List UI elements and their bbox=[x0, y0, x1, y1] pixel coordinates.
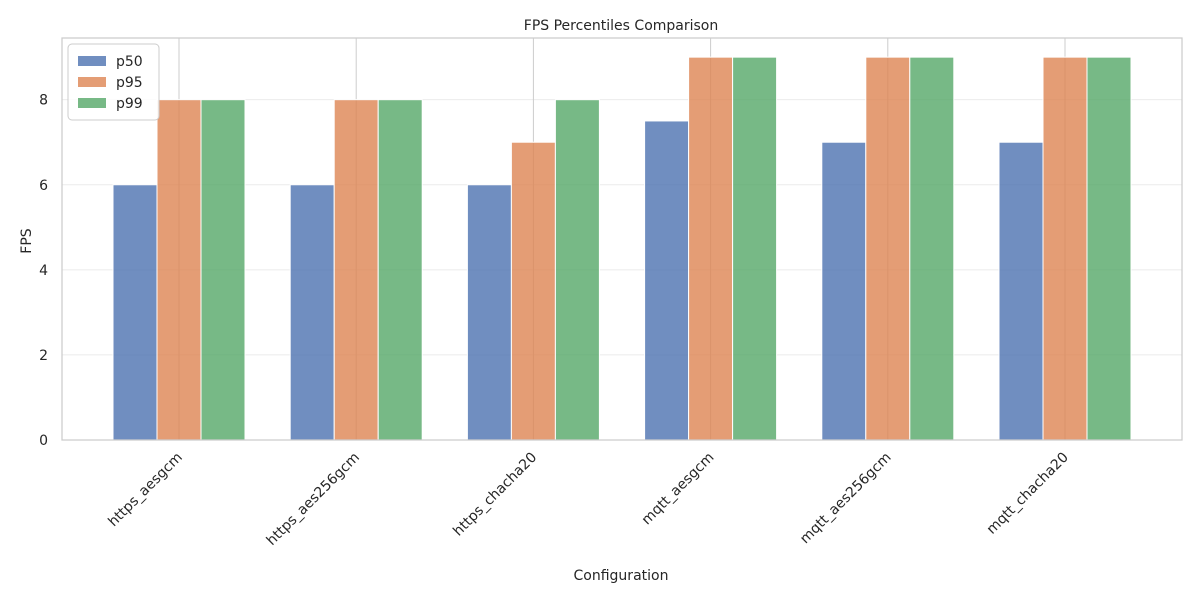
bar-p99-mqtt_aes256gcm bbox=[909, 56, 955, 441]
x-tick-label: https_chacha20 bbox=[450, 450, 540, 540]
y-tick-label: 0 bbox=[39, 433, 48, 449]
bar-p50-mqtt_aesgcm bbox=[644, 120, 690, 441]
chart-title: FPS Percentiles Comparison bbox=[524, 18, 718, 34]
bar-p99-mqtt_chacha20 bbox=[1086, 56, 1132, 441]
bar-p95-mqtt_chacha20 bbox=[1042, 56, 1088, 441]
legend-label-p50: p50 bbox=[116, 54, 143, 70]
x-ticks: https_aesgcm https_aes256gcm https_chacha2… bbox=[105, 450, 1071, 549]
bar-p50-mqtt_chacha20 bbox=[998, 141, 1044, 441]
bar-p99-https_chacha20 bbox=[554, 99, 600, 441]
y-ticks: 0 2 4 6 8 bbox=[39, 93, 48, 449]
legend-swatch-p95 bbox=[78, 77, 106, 87]
bar-p95-https_chacha20 bbox=[510, 141, 556, 441]
x-tick-label: mqtt_aes256gcm bbox=[797, 450, 895, 548]
bar-p99-mqtt_aesgcm bbox=[732, 56, 778, 441]
x-tick-label: mqtt_chacha20 bbox=[984, 450, 1072, 538]
bar-p95-https_aesgcm bbox=[156, 99, 202, 441]
legend-label-p95: p95 bbox=[116, 75, 143, 91]
y-tick-label: 2 bbox=[39, 348, 48, 364]
y-tick-label: 4 bbox=[39, 263, 48, 279]
x-tick-label: mqtt_aesgcm bbox=[639, 450, 718, 529]
legend-swatch-p50 bbox=[78, 56, 106, 66]
bar-p50-https_chacha20 bbox=[466, 184, 512, 441]
x-tick-label: https_aes256gcm bbox=[264, 450, 363, 549]
legend-swatch-p99 bbox=[78, 98, 106, 108]
bar-p99-https_aes256gcm bbox=[377, 99, 423, 441]
x-tick-label: https_aesgcm bbox=[105, 450, 185, 530]
y-axis-label: FPS bbox=[19, 228, 35, 253]
bar-p95-mqtt_aesgcm bbox=[688, 56, 734, 441]
legend-label-p99: p99 bbox=[116, 96, 143, 112]
legend: p50 p95 p99 bbox=[67, 43, 160, 121]
bar-p99-https_aesgcm bbox=[200, 99, 246, 441]
bar-p50-https_aes256gcm bbox=[289, 184, 335, 441]
bars bbox=[112, 56, 1132, 441]
bar-p50-mqtt_aes256gcm bbox=[821, 141, 867, 441]
bar-p95-https_aes256gcm bbox=[333, 99, 379, 441]
bar-p95-mqtt_aes256gcm bbox=[865, 56, 911, 441]
y-tick-label: 8 bbox=[39, 93, 48, 109]
bar-p50-https_aesgcm bbox=[112, 184, 158, 441]
y-tick-label: 6 bbox=[39, 178, 48, 194]
plot-frame bbox=[61, 37, 1183, 441]
x-axis-label: Configuration bbox=[574, 568, 669, 584]
